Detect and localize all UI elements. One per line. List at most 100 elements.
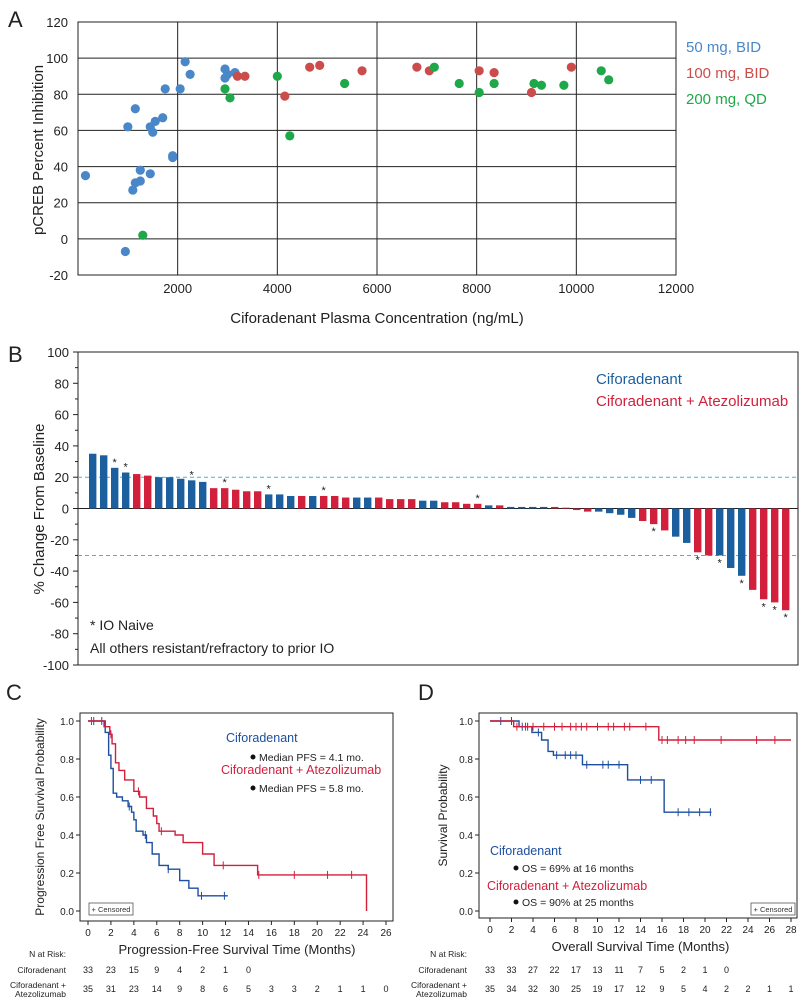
data-point — [305, 62, 315, 72]
bar — [309, 495, 317, 509]
y-tick-label: 0.2 — [60, 869, 74, 880]
io-naive-asterisk: * — [773, 604, 778, 616]
x-tick-label: 26 — [764, 925, 776, 936]
y-axis-label: Survival Probability — [436, 764, 450, 866]
data-point — [559, 80, 569, 90]
bar — [397, 499, 405, 509]
data-point — [285, 131, 295, 141]
data-point — [150, 116, 160, 126]
x-tick-label: 8 — [573, 925, 579, 936]
at-risk-value: 2 — [745, 984, 750, 994]
data-point — [596, 66, 606, 76]
km-chart-d: 0.00.20.40.60.81.00 2 4 6 8 10 12 14 16 18 20 22 24 2… — [411, 712, 798, 997]
data-point — [168, 152, 178, 163]
bar — [661, 508, 669, 531]
at-risk-value: 17 — [571, 965, 581, 975]
data-point — [130, 104, 140, 114]
y-tick-label: 80 — [54, 87, 68, 102]
series-red — [232, 60, 576, 101]
x-axis-label: Ciforadenant Plasma Concentration (ng/mL… — [230, 310, 523, 327]
bar — [760, 508, 768, 600]
bar — [122, 472, 130, 509]
at-risk-value: 1 — [767, 984, 772, 994]
bar — [430, 500, 438, 509]
at-risk-value: 30 — [549, 984, 559, 994]
data-point — [474, 66, 484, 76]
data-point — [80, 171, 91, 181]
legend-entry: 50 mg, BID — [686, 39, 761, 56]
bar — [496, 505, 504, 509]
y-tick-label: 0.4 — [60, 831, 74, 842]
x-tick-label: 18 — [289, 928, 301, 939]
x-tick-label: 12000 — [658, 281, 694, 296]
x-tick-label: 4 — [131, 928, 137, 939]
legend-bullet — [513, 899, 519, 905]
data-point — [357, 66, 367, 76]
plot-frame — [478, 712, 798, 919]
censored-legend-label: + Censored — [92, 905, 131, 914]
legend-entry: Ciforadenant + Atezolizumab — [221, 763, 381, 777]
annotation-line: All others resistant/refractory to prior… — [90, 640, 334, 656]
at-risk-value: 14 — [152, 984, 162, 994]
legend-stat: Median PFS = 4.1 mo. — [259, 752, 364, 764]
data-point — [315, 60, 325, 70]
bar — [111, 467, 119, 509]
x-tick-label: 6000 — [363, 281, 392, 296]
at-risk-value: 23 — [129, 984, 139, 994]
y-tick-label: 20 — [54, 196, 68, 211]
bar — [331, 495, 339, 509]
x-tick-label: 12 — [220, 928, 232, 939]
io-naive-asterisk: * — [113, 457, 118, 469]
at-risk-value: 17 — [614, 984, 624, 994]
bar — [210, 488, 218, 509]
bar — [518, 506, 526, 509]
at-risk-value: 3 — [269, 984, 274, 994]
data-point — [240, 71, 250, 81]
bar — [287, 495, 295, 509]
data-point — [135, 176, 145, 186]
y-axis-label: Progression Free Survival Probability — [33, 718, 47, 915]
series-green — [138, 62, 614, 240]
at-risk-value: 19 — [592, 984, 602, 994]
y-tick-label: -80 — [50, 627, 69, 642]
io-naive-asterisk: * — [322, 485, 327, 497]
y-tick-label: -60 — [50, 595, 69, 610]
km-curve — [490, 720, 791, 741]
at-risk-value: 33 — [506, 965, 516, 975]
y-tick-label: -40 — [50, 564, 69, 579]
censored-legend-label: + Censored — [754, 905, 793, 914]
y-tick-label: 120 — [46, 15, 68, 30]
y-tick-label: 40 — [55, 439, 69, 454]
at-risk-value: 12 — [635, 984, 645, 994]
x-tick-label: 10 — [592, 925, 604, 936]
bar — [463, 503, 471, 509]
censored-legend-box — [750, 902, 796, 916]
at-risk-value: 9 — [659, 984, 664, 994]
io-naive-asterisk: * — [267, 483, 272, 495]
series-blue — [80, 57, 240, 257]
x-tick-label: 20 — [699, 925, 711, 936]
data-point — [220, 84, 230, 94]
at-risk-value: 35 — [83, 984, 93, 994]
data-point — [604, 75, 614, 85]
bar — [89, 453, 97, 509]
x-tick-label: 4000 — [263, 281, 292, 296]
km-chart-c: 0.00.20.40.60.81.00 2 4 6 8 10 12 14 16 18 20 22 24 2… — [10, 712, 394, 997]
y-tick-label: 0.0 — [459, 907, 473, 918]
bar — [573, 508, 581, 511]
x-tick-label: 4 — [530, 925, 536, 936]
at-risk-value: 32 — [528, 984, 538, 994]
panel-label-b: B — [8, 342, 23, 367]
y-tick-label: -20 — [49, 268, 68, 283]
at-risk-value: 22 — [549, 965, 559, 975]
bar — [694, 508, 702, 553]
bar — [507, 506, 515, 509]
bar — [716, 508, 724, 556]
data-point — [529, 78, 539, 89]
at-risk-value: 23 — [106, 965, 116, 975]
at-risk-value: 0 — [246, 965, 251, 975]
at-risk-value: 25 — [571, 984, 581, 994]
data-point — [489, 78, 499, 89]
x-tick-label: 22 — [335, 928, 347, 939]
legend-entry: Ciforadenant — [490, 844, 562, 858]
